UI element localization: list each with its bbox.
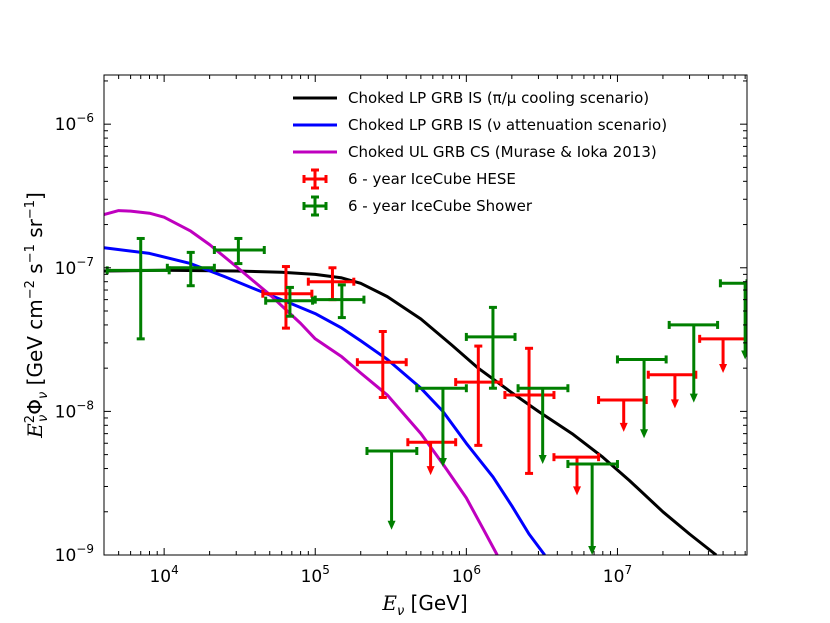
y-tick-label: 10−7 [55, 255, 94, 279]
legend: Choked LP GRB IS (π/μ cooling scenario) C… [293, 89, 667, 217]
legend-entry: Choked UL GRB CS (Murase & Ioka 2013) [293, 143, 657, 161]
legend-label: Choked LP GRB IS (π/μ cooling scenario) [348, 89, 649, 107]
series-6-year-icecube-hese [261, 265, 747, 496]
legend-entry: 6 - year IceCube Shower [302, 195, 533, 217]
data-point [667, 320, 720, 403]
data-point [415, 384, 468, 467]
data-point [406, 438, 458, 476]
upper-limit-arrow [426, 466, 435, 476]
legend-entry: Choked LP GRB IS (π/μ cooling scenario) [293, 89, 649, 107]
curve-choked-lp-grb-is-attenuation-scenario [104, 246, 546, 555]
y-tick-label: 10−8 [55, 398, 94, 422]
data-point [516, 384, 570, 465]
upper-limit-arrow [689, 393, 698, 403]
legend-label: 6 - year IceCube HESE [348, 170, 516, 188]
series-layer [104, 209, 747, 555]
series-choked-lp-grb-is-attenuation-scenario [104, 246, 546, 555]
data-point [454, 344, 503, 447]
series-choked-lp-grb-is-cooling-scenario [104, 268, 718, 555]
upper-limit-arrow [640, 429, 649, 439]
data-point [615, 355, 668, 439]
curve-choked-lp-grb-is-cooling-scenario [104, 268, 718, 555]
data-point [212, 236, 266, 266]
legend-label: 6 - year IceCube Shower [348, 197, 533, 215]
y-tick-label: 10−9 [55, 542, 94, 566]
data-point [698, 334, 747, 374]
upper-limit-arrow [387, 520, 396, 530]
upper-limit-arrow [588, 546, 597, 555]
x-tick-label: 106 [452, 563, 481, 587]
data-point [365, 446, 419, 530]
upper-limit-arrow [741, 350, 747, 360]
plot-frame [103, 74, 748, 556]
data-point [503, 346, 556, 475]
data-point [165, 250, 216, 288]
series-choked-ul-grb-cs-murase-ioka-2013 [104, 209, 499, 555]
data-point [597, 396, 648, 432]
data-point [261, 265, 314, 330]
data-point [464, 305, 517, 390]
data-point [355, 330, 408, 399]
x-tick-label: 105 [301, 563, 330, 587]
upper-limit-arrow [619, 422, 628, 432]
x-tick-label: 107 [603, 563, 632, 587]
y-tick-label: 10−6 [55, 111, 94, 135]
legend-entry: 6 - year IceCube HESE [302, 168, 516, 190]
legend-label: Choked LP GRB IS (ν attenuation scenario… [348, 116, 667, 134]
data-point [313, 283, 366, 320]
data-point [718, 279, 747, 360]
data-point [566, 460, 619, 555]
upper-limit-arrow [573, 486, 582, 496]
series-6-year-icecube-shower [105, 236, 747, 555]
legend-label: Choked UL GRB CS (Murase & Ioka 2013) [348, 143, 657, 161]
data-point [552, 453, 601, 496]
upper-limit-arrow [719, 364, 728, 374]
data-point [306, 266, 356, 302]
data-point [646, 370, 698, 409]
ticks-layer: 104 105 106 107 10−9 10−8 10−7 10−6 [55, 75, 747, 587]
legend-entry: Choked LP GRB IS (ν attenuation scenario… [293, 116, 667, 134]
upper-limit-arrow [538, 455, 547, 465]
curve-choked-ul-grb-cs-murase-ioka-2013 [104, 209, 499, 555]
upper-limit-arrow [438, 457, 447, 467]
data-point [105, 236, 171, 341]
x-axis-label: Eν [GeV] [381, 591, 467, 619]
y-axis-label: E2νΦν [GeV cm−2 s−1 sr−1] [23, 192, 51, 439]
x-tick-label: 104 [149, 563, 178, 587]
data-point [264, 285, 315, 318]
upper-limit-arrow [670, 399, 679, 409]
